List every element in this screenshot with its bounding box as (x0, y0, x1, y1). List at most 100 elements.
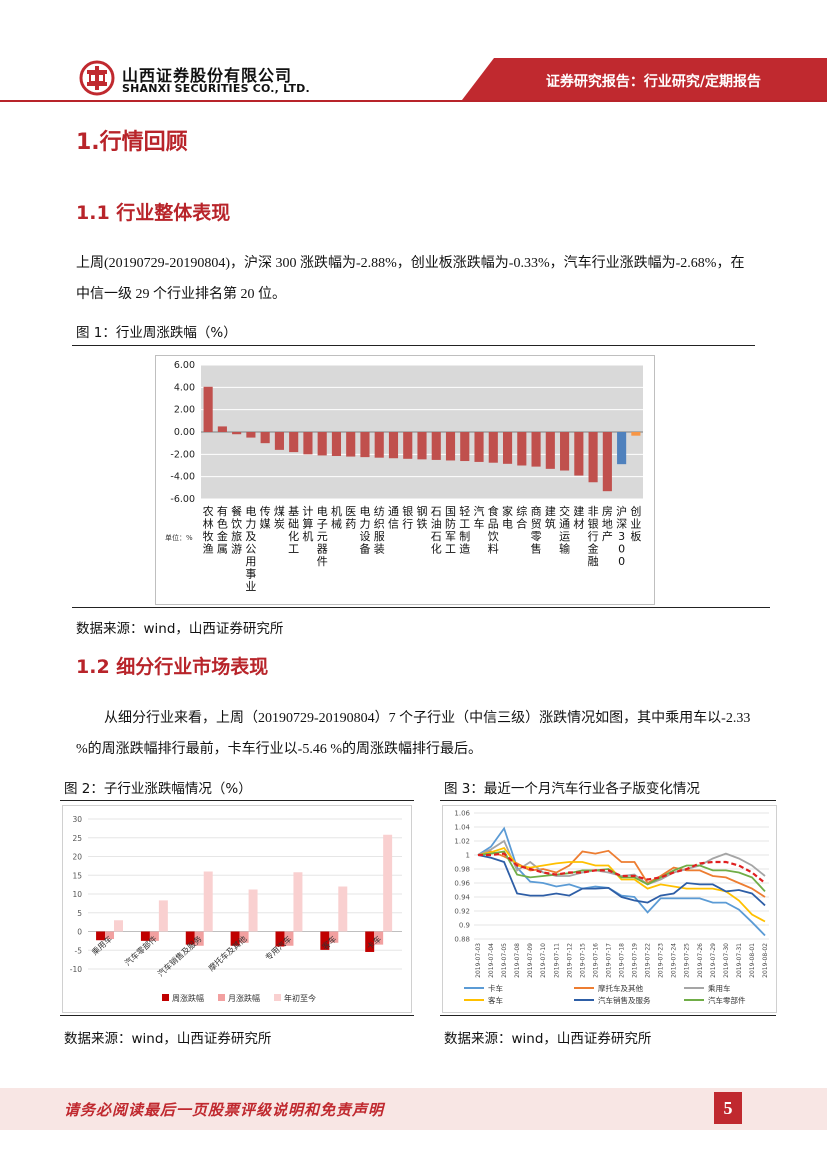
chart1-bar (631, 432, 641, 436)
header-band (462, 58, 827, 100)
chart1-bar (531, 432, 541, 467)
chart1-ytick-label: -4.00 (170, 472, 195, 483)
company-logo-icon (79, 60, 115, 96)
chart1-category-label: 有色金属 (217, 504, 228, 556)
chart1-category-label: 电力设备 (359, 505, 370, 556)
chart1-bar (560, 432, 570, 471)
chart1-bar (403, 432, 413, 459)
chart1-category-label: 传媒 (260, 505, 271, 531)
chart2-legend-swatch (162, 994, 169, 1001)
figure-1-top-rule (72, 345, 755, 346)
chart2-ytick-label: 15 (72, 871, 82, 880)
chart1-unit-label: 单位：% (165, 533, 193, 542)
chart1-bar (289, 432, 299, 453)
chart1-bar (574, 432, 584, 476)
chart3-xtick-label: 2019-07-31 (736, 943, 743, 978)
chart3-xtick-label: 2019-07-10 (540, 943, 547, 978)
chart1-category-label: 创业板 (630, 505, 641, 543)
chart2-legend-label: 月涨跌幅 (228, 993, 260, 1003)
chart2-bar (140, 931, 150, 941)
chart3-xtick-label: 2019-07-04 (488, 943, 495, 978)
chart1-category-label: 纺织服装 (374, 504, 385, 556)
page-number: 5 (714, 1092, 742, 1124)
chart1-bar (303, 432, 313, 455)
chart1-category-label: 基础化工 (288, 505, 299, 556)
chart3-series-line (478, 852, 766, 884)
company-name-en: SHANXI SECURITIES CO., LTD. (122, 82, 310, 95)
paragraph-1-2: 从细分行业来看，上周（20190729-20190804）7 个子行业（中信三级… (76, 711, 751, 757)
figure-2-source: 数据来源：wind，山西证券研究所 (64, 1031, 272, 1047)
chart3-xtick-label: 2019-07-17 (605, 943, 612, 978)
chart3-ytick-label: 1.04 (454, 824, 470, 832)
chart1-bar (388, 432, 399, 459)
chart3-xtick-label: 2019-07-03 (475, 943, 482, 978)
chart3-xtick-label: 2019-08-01 (749, 943, 756, 978)
chart1-category-label: 通信 (388, 505, 399, 531)
chart3-xtick-label: 2019-07-30 (723, 943, 730, 978)
chart2-ytick-label: -10 (70, 965, 82, 974)
chart1-bar (545, 432, 555, 469)
footer-disclaimer: 请务必阅读最后一页股票评级说明和免责声明 (64, 1101, 385, 1119)
chart1-bar (431, 432, 441, 460)
chart3-xtick-label: 2019-07-05 (501, 943, 508, 978)
chart2-bar (230, 931, 240, 946)
chart2-bar (248, 889, 258, 932)
chart2-frame (62, 805, 412, 1013)
chart1-category-label: 农林牧渔 (203, 504, 214, 556)
chart2-bar (158, 900, 168, 932)
chart2-bar (114, 920, 123, 932)
section-title-1-1: 1.1 行业整体表现 (76, 202, 231, 224)
chart3-ytick-label: 1 (466, 852, 470, 860)
chart1-category-label: 医药 (345, 505, 356, 531)
chart2-ytick-label: 0 (77, 928, 82, 937)
figure-1-bottom-rule (72, 607, 770, 608)
chart1-bar (445, 432, 456, 461)
chart3-ytick-label: 0.9 (459, 922, 470, 930)
chart1-bar (460, 432, 470, 462)
chart2-bar (185, 931, 195, 945)
chart1-category-label: 机械 (331, 504, 342, 531)
chart3-legend-label: 汽车销售及服务 (598, 995, 651, 1005)
chart1-category-label: 商贸零售 (531, 504, 542, 556)
chart1-bar (246, 432, 256, 438)
chart1-category-label: 煤炭 (274, 505, 285, 531)
chart1-bar (360, 432, 370, 458)
chart2-legend-swatch (218, 994, 225, 1001)
chart1-category-label: 交通运输 (559, 504, 570, 556)
chart3-frame (442, 805, 777, 1013)
chart1-category-label: 汽车 (474, 504, 485, 531)
chart1-category-label: 电子元器件 (317, 505, 328, 568)
chart3-xtick-label: 2019-07-11 (553, 943, 560, 978)
chart1-category-label: 建材 (573, 504, 584, 531)
chart2-bar (96, 931, 106, 941)
chart2-bar (149, 931, 159, 941)
chart3-xtick-label: 2019-07-09 (527, 943, 534, 978)
chart2-legend-swatch (274, 994, 281, 1001)
chart1-category-label: 石油石化 (431, 505, 442, 556)
chart2-ytick-label: 10 (72, 890, 82, 899)
chart2-bar (320, 931, 330, 950)
chart2-ytick-label: -5 (75, 946, 83, 955)
chart1-category-label: 餐饮旅游 (231, 504, 242, 556)
chart2-bar (239, 931, 249, 943)
chart3-xtick-label: 2019-07-18 (619, 943, 626, 978)
chart1-bar (232, 432, 242, 435)
chart1-ytick-label: 0.00 (174, 427, 195, 438)
chart1-bar (203, 386, 213, 432)
section-title-1-2: 1.2 细分行业市场表现 (76, 656, 269, 678)
figure-1-caption: 图 1：行业周涨跌幅（%） (76, 325, 237, 341)
chart3-xtick-label: 2019-07-16 (592, 943, 599, 978)
chart1-ytick-label: 4.00 (174, 382, 195, 393)
figure-3-bottom-rule (440, 1015, 776, 1016)
report-type: 证券研究报告：行业研究/定期报告 (545, 74, 761, 90)
chart2-ytick-label: 5 (77, 909, 82, 918)
chart3-xtick-label: 2019-07-26 (697, 943, 704, 978)
chart3-ytick-label: 1.06 (454, 810, 470, 818)
chart3-ytick-label: 1.02 (454, 838, 470, 846)
chart3-xtick-label: 2019-07-08 (514, 943, 521, 978)
chart1-category-label: 国防军工 (445, 505, 456, 556)
chart3-series-line (477, 839, 766, 886)
chart2-bar (293, 872, 303, 932)
chart3-xtick-label: 2019-07-12 (566, 943, 573, 978)
chart1-category-label: 非银行金融 (588, 505, 599, 568)
